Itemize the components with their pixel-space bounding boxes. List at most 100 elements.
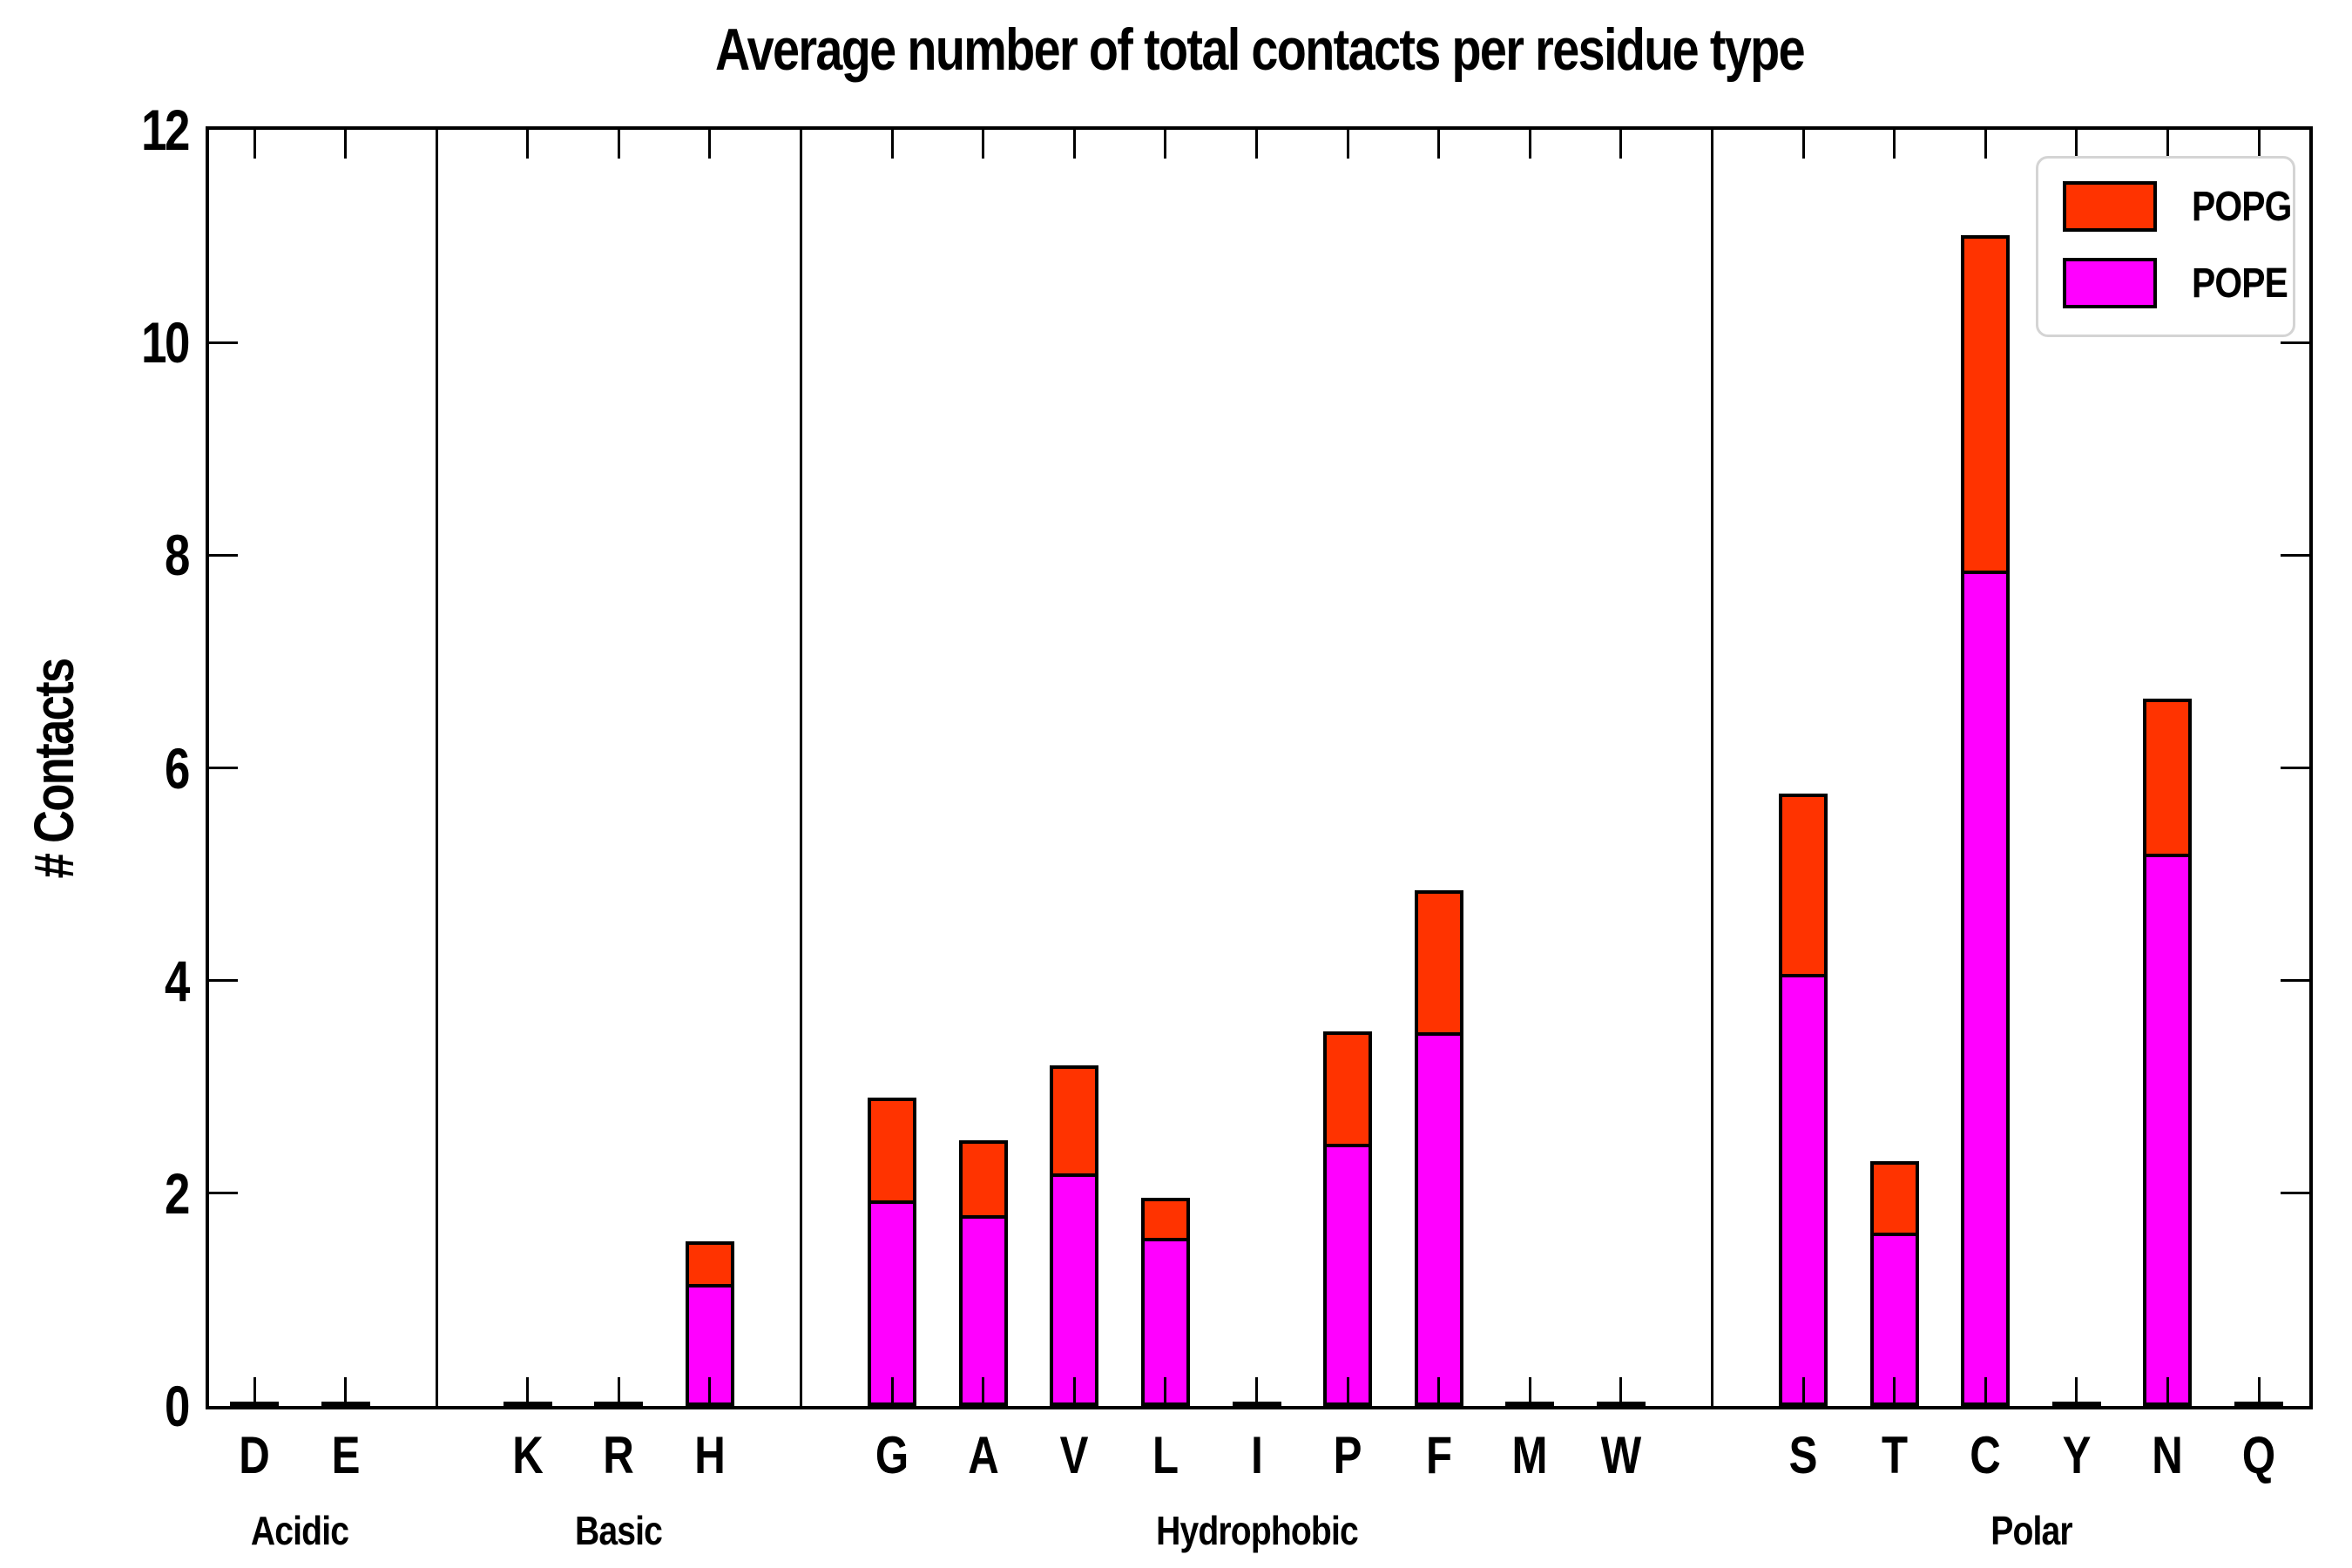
x-tick-label-I: I <box>1250 1426 1263 1484</box>
y-tick-label-6: 6 <box>165 735 190 801</box>
x-tick-top <box>982 130 985 159</box>
y-tick-left <box>209 341 238 344</box>
bar-A <box>958 1140 1008 1406</box>
legend-row-popg: POPG <box>2063 181 2292 232</box>
x-tick-label-A: A <box>967 1426 999 1484</box>
group-divider <box>435 130 438 1406</box>
x-tick-bottom <box>890 1377 894 1406</box>
y-tick-right <box>2281 1192 2309 1195</box>
x-tick-top <box>1346 130 1349 159</box>
x-tick-top <box>1072 130 1076 159</box>
x-tick-top <box>1528 130 1531 159</box>
x-tick-bottom <box>982 1377 985 1406</box>
bar-V-popg-segment <box>1053 1069 1096 1174</box>
bar-P-popg-segment <box>1327 1035 1369 1144</box>
bar-F-popg-segment <box>1417 894 1460 1032</box>
x-tick-bottom <box>2166 1377 2169 1406</box>
pope-color-swatch <box>2063 258 2157 308</box>
x-tick-top <box>2166 130 2169 159</box>
bar-N <box>2143 699 2193 1406</box>
bar-A-popg-segment <box>962 1144 1004 1215</box>
y-tick-label-4: 4 <box>165 948 190 1013</box>
x-tick-bottom <box>253 1377 256 1406</box>
y-tick-label-2: 2 <box>165 1160 190 1226</box>
x-tick-label-T: T <box>1881 1426 1908 1484</box>
x-tick-label-Y: Y <box>2062 1426 2092 1484</box>
x-tick-top <box>1984 130 1987 159</box>
legend: POPG POPE <box>2036 156 2295 337</box>
bar-T <box>1869 1161 1919 1406</box>
bar-C <box>1961 235 2011 1406</box>
x-tick-label-Q: Q <box>2241 1426 2276 1484</box>
x-tick-label-P: P <box>1333 1426 1362 1484</box>
bar-A-pope-segment <box>962 1218 1004 1402</box>
bar-L-pope-segment <box>1144 1240 1186 1402</box>
bar-H-popg-segment <box>688 1245 731 1285</box>
y-tick-label-0: 0 <box>165 1374 190 1438</box>
y-tick-left <box>209 767 238 769</box>
y-tick-left <box>209 1192 238 1195</box>
popg-color-swatch <box>2063 181 2157 232</box>
x-tick-top <box>1801 130 1805 159</box>
x-tick-label-L: L <box>1152 1426 1179 1484</box>
x-tick-bottom <box>1437 1377 1441 1406</box>
x-tick-top <box>253 130 256 159</box>
bar-P <box>1323 1031 1373 1406</box>
x-tick-bottom <box>1893 1377 1896 1406</box>
bar-L-popg-segment <box>1144 1201 1186 1238</box>
x-tick-bottom <box>1164 1377 1167 1406</box>
bar-N-popg-segment <box>2146 702 2189 854</box>
x-tick-bottom <box>344 1377 348 1406</box>
bar-G <box>868 1098 917 1406</box>
x-tick-label-K: K <box>511 1426 544 1484</box>
y-tick-left <box>209 553 238 557</box>
bar-V-pope-segment <box>1053 1177 1096 1402</box>
bar-F <box>1414 890 1463 1406</box>
x-tick-label-C: C <box>1970 1426 2001 1484</box>
group-divider <box>800 130 803 1406</box>
x-tick-top <box>1437 130 1441 159</box>
x-tick-top <box>1255 130 1258 159</box>
x-tick-label-S: S <box>1788 1426 1818 1484</box>
x-tick-bottom <box>1346 1377 1349 1406</box>
bar-S <box>1779 794 1828 1406</box>
x-tick-bottom <box>1255 1377 1258 1406</box>
x-tick-top <box>2075 130 2078 159</box>
x-tick-label-W: W <box>1600 1426 1642 1484</box>
legend-row-pope: POPE <box>2063 258 2288 308</box>
x-tick-bottom <box>2075 1377 2078 1406</box>
x-tick-label-D: D <box>239 1426 270 1484</box>
bar-V <box>1050 1065 1099 1406</box>
group-label-polar: Polar <box>1990 1508 2072 1553</box>
x-tick-bottom <box>1072 1377 1076 1406</box>
x-tick-label-E: E <box>331 1426 360 1484</box>
x-tick-top <box>1893 130 1896 159</box>
x-tick-bottom <box>1528 1377 1531 1406</box>
group-divider <box>1710 130 1713 1406</box>
bar-T-pope-segment <box>1873 1236 1916 1402</box>
x-tick-bottom <box>1984 1377 1987 1406</box>
bar-P-pope-segment <box>1327 1146 1369 1402</box>
bar-N-pope-segment <box>2146 856 2189 1402</box>
y-tick-label-12: 12 <box>141 98 190 162</box>
x-tick-label-R: R <box>603 1426 635 1484</box>
y-tick-label-8: 8 <box>165 523 190 588</box>
group-label-hydrophobic: Hydrophobic <box>1155 1508 1359 1553</box>
x-tick-bottom <box>708 1377 712 1406</box>
bar-F-pope-segment <box>1417 1035 1460 1402</box>
x-tick-top <box>2257 130 2261 159</box>
y-tick-right <box>2281 979 2309 983</box>
x-tick-top <box>344 130 348 159</box>
x-tick-top <box>890 130 894 159</box>
x-tick-top <box>526 130 530 159</box>
x-tick-bottom <box>617 1377 620 1406</box>
group-label-acidic: Acidic <box>251 1508 349 1553</box>
bar-T-popg-segment <box>1873 1165 1916 1233</box>
bar-S-popg-segment <box>1782 797 1825 974</box>
group-label-basic: Basic <box>575 1508 663 1553</box>
y-tick-right <box>2281 767 2309 769</box>
bar-G-pope-segment <box>871 1203 914 1402</box>
x-tick-label-M: M <box>1511 1426 1548 1484</box>
bar-L <box>1140 1198 1190 1406</box>
